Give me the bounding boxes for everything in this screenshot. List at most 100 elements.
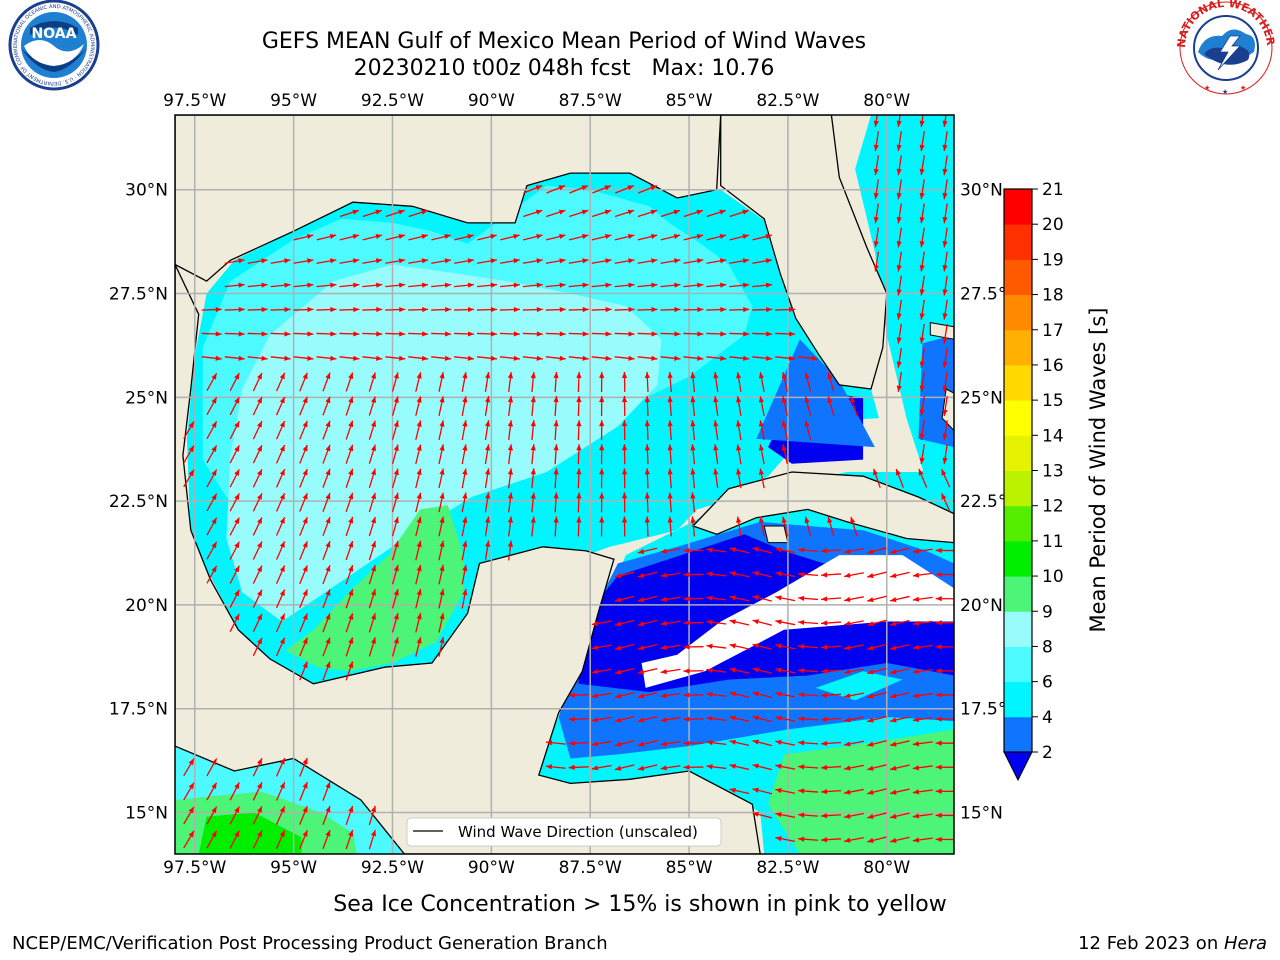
wave-direction-arrow: [896, 227, 902, 248]
wave-direction-arrow: [275, 781, 286, 801]
wave-direction-arrow: [912, 668, 933, 675]
wave-direction-arrow: [224, 331, 245, 337]
wave-direction-arrow: [530, 420, 536, 441]
wave-direction-arrow: [454, 306, 475, 313]
wave-direction-arrow: [889, 788, 910, 795]
colorbar-tick-label: 15: [1042, 391, 1064, 411]
region-cayman-4-6: [815, 671, 903, 701]
lat-tick-left: 17.5°N: [109, 700, 168, 720]
colorbar-tick-label: 4: [1042, 708, 1053, 728]
wave-direction-arrow: [431, 355, 452, 361]
wave-direction-arrow: [919, 251, 925, 272]
wave-direction-arrow: [729, 667, 750, 674]
wave-direction-arrow: [912, 692, 933, 699]
wave-direction-arrow: [368, 468, 376, 489]
wave-direction-arrow: [391, 516, 399, 537]
wave-direction-arrow: [345, 588, 354, 609]
wave-direction-arrow: [614, 258, 635, 264]
wave-direction-arrow: [912, 644, 933, 650]
wave-direction-arrow: [942, 179, 948, 200]
lat-tick-right: 30°N: [960, 181, 1003, 201]
wave-direction-arrow: [873, 155, 880, 176]
wave-direction-arrow: [568, 764, 589, 771]
wave-direction-arrow: [345, 613, 354, 633]
wave-direction-arrow: [322, 396, 331, 416]
wave-direction-arrow: [867, 643, 887, 651]
wave-direction-arrow: [758, 396, 765, 416]
wave-direction-arrow: [690, 492, 696, 513]
wave-direction-arrow: [621, 371, 628, 392]
wave-direction-arrow: [415, 444, 422, 465]
wave-direction-arrow: [706, 331, 727, 337]
wave-direction-arrow: [798, 668, 819, 674]
wave-direction-arrow: [752, 355, 773, 361]
lat-tick-right: 25°N: [960, 388, 1003, 408]
lon-tick-bottom: 95°W: [270, 858, 317, 878]
wave-direction-arrow: [252, 372, 263, 392]
colorbar-segment: [1004, 294, 1032, 331]
lat-tick-right: 15°N: [960, 803, 1003, 823]
wave-direction-arrow: [591, 282, 612, 288]
wave-direction-arrow: [706, 764, 727, 770]
wave-direction-arrow: [591, 620, 612, 626]
wave-direction-arrow: [591, 764, 612, 771]
wave-direction-arrow: [553, 396, 559, 417]
region-pacific-10-11: [198, 812, 302, 854]
wave-direction-arrow: [827, 516, 835, 537]
wave-direction-arrow: [706, 258, 727, 264]
wave-direction-arrow: [476, 331, 498, 337]
colorbar-segment: [1004, 681, 1032, 718]
wave-direction-arrow: [229, 806, 240, 825]
wave-direction-arrow: [683, 258, 704, 264]
wave-direction-arrow: [206, 830, 218, 849]
wave-direction-arrow: [637, 233, 658, 241]
wave-direction-arrow: [568, 258, 589, 264]
wave-direction-arrow: [345, 661, 354, 681]
wave-direction-arrow: [867, 740, 887, 747]
wave-direction-arrow: [804, 420, 812, 440]
wave-direction-arrow: [523, 209, 543, 218]
wave-direction-arrow: [873, 179, 880, 200]
wave-direction-arrow: [758, 372, 765, 392]
wave-direction-arrow: [299, 516, 308, 536]
wave-direction-arrow: [522, 258, 543, 264]
wave-direction-arrow: [316, 258, 337, 264]
wave-direction-arrow: [644, 371, 650, 392]
wave-direction-arrow: [644, 468, 650, 489]
lon-tick-bottom: 87.5°W: [559, 858, 622, 878]
wave-direction-arrow: [844, 548, 864, 554]
wave-direction-arrow: [940, 468, 951, 488]
wave-direction-arrow: [499, 306, 520, 313]
wave-direction-arrow: [553, 444, 559, 465]
wave-direction-arrow: [507, 468, 514, 489]
wave-direction-arrow: [599, 420, 605, 441]
wave-direction-arrow: [415, 588, 422, 609]
wave-direction-arrow: [867, 715, 887, 723]
wave-direction-arrow: [322, 444, 331, 464]
wave-direction-arrow: [368, 588, 376, 609]
wave-direction-arrow: [339, 209, 360, 218]
wave-direction-arrow: [706, 233, 727, 241]
wave-direction-arrow: [867, 691, 887, 699]
colorbar-tick-label: 20: [1042, 215, 1064, 235]
wave-direction-arrow: [935, 571, 954, 578]
wave-direction-arrow: [942, 275, 948, 296]
wave-direction-arrow: [415, 420, 422, 440]
wave-direction-arrow: [798, 619, 819, 626]
wave-direction-arrow: [183, 469, 195, 488]
wave-direction-arrow: [576, 444, 582, 465]
wave-direction-arrow: [322, 564, 331, 585]
wave-direction-arrow: [322, 589, 331, 609]
lon-tick-top: 82.5°W: [756, 91, 819, 111]
wave-direction-arrow: [775, 595, 796, 602]
colorbar-tick-label: 16: [1042, 356, 1064, 376]
wave-direction-arrow: [270, 355, 291, 361]
wave-direction-arrow: [431, 258, 452, 264]
wave-direction-arrow: [729, 595, 750, 602]
wave-direction-arrow: [713, 444, 719, 465]
wave-direction-arrow: [781, 396, 788, 416]
noaa-logo-text: NOAA: [32, 26, 77, 42]
wind-wave-direction-arrows: [183, 115, 954, 850]
isla-juventud: [763, 525, 789, 544]
wave-direction-arrow: [345, 492, 354, 513]
